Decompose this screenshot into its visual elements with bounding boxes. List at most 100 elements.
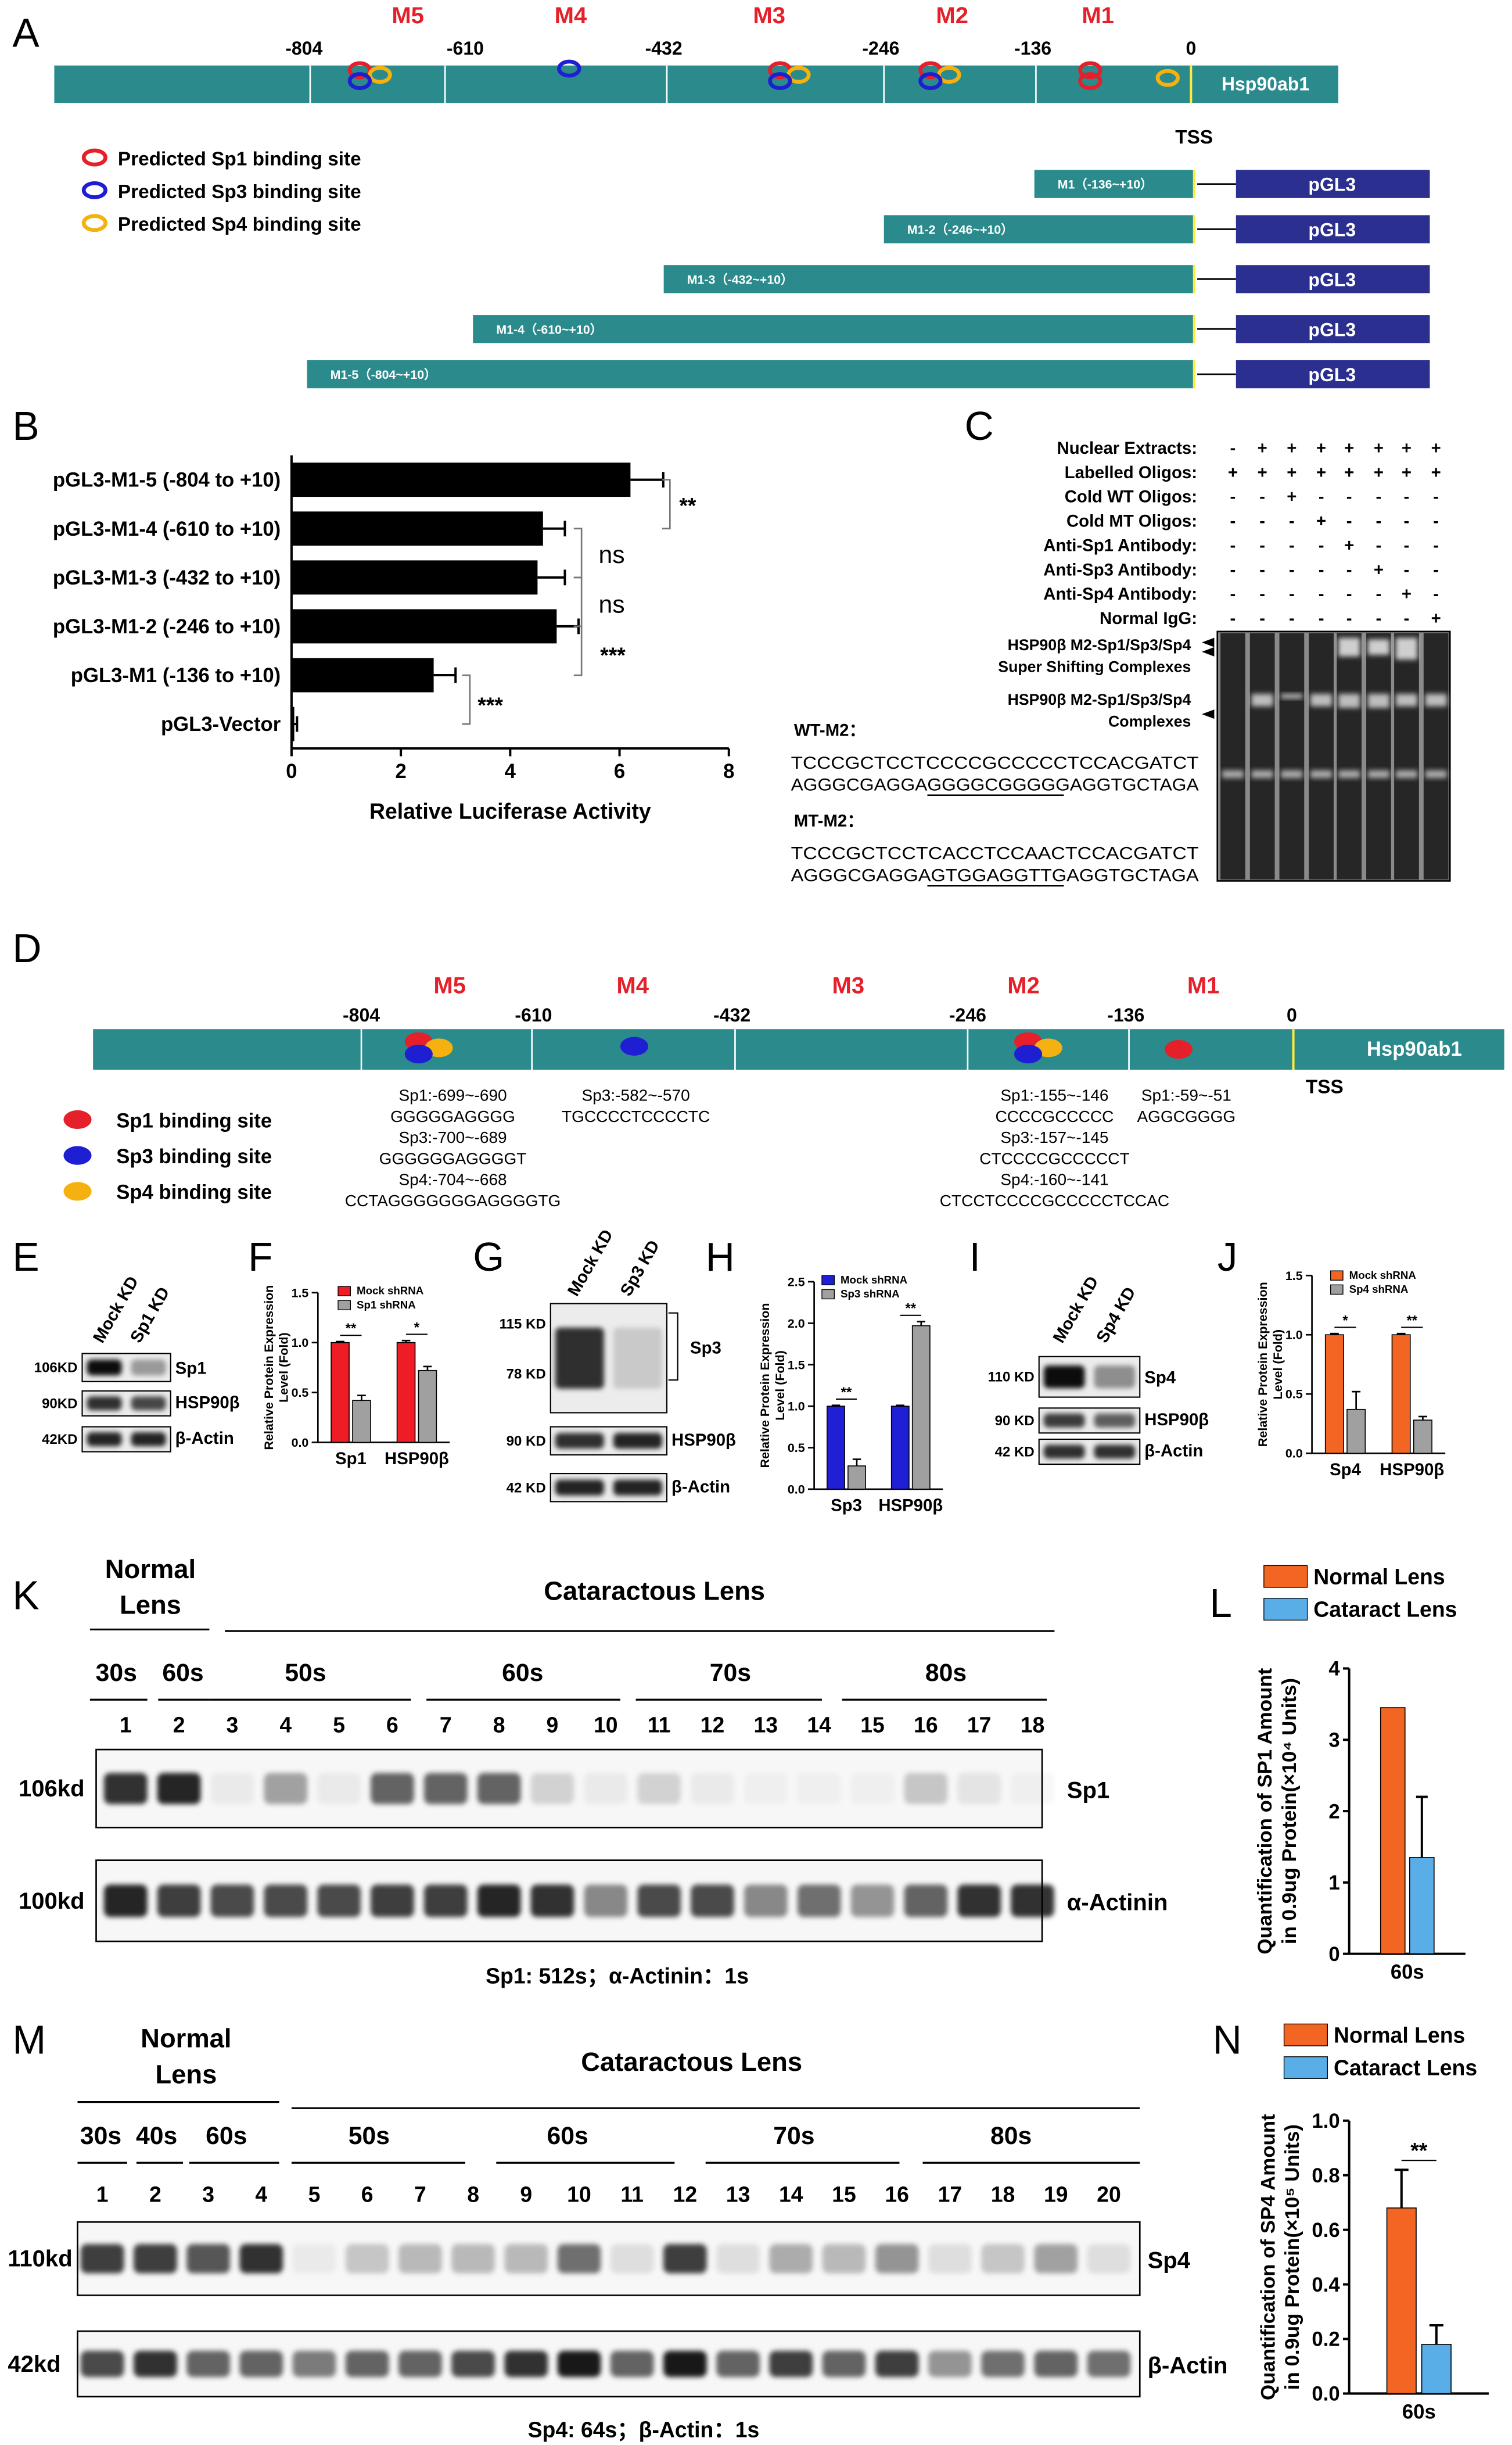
blot-band: [80, 2350, 124, 2377]
arrowhead: [1202, 637, 1215, 647]
gene-name: Hsp90ab1: [1367, 1038, 1462, 1060]
legend-label: Normal Lens: [1334, 2023, 1465, 2047]
size-label: 110kd: [8, 2246, 72, 2272]
condition-sign: -: [1376, 536, 1382, 555]
legend-swatch: [1330, 1284, 1344, 1295]
blot-band: [87, 1432, 122, 1447]
gene-bar: [54, 65, 1338, 103]
blot-band: [584, 1773, 628, 1805]
size-label: 42kd: [8, 2351, 60, 2377]
gel-lane: [1366, 633, 1391, 880]
site-annotation: CCTAGGGGGGGAGGGGTG: [345, 1192, 561, 1210]
bar: [911, 1325, 931, 1490]
site-marker: [620, 1037, 648, 1056]
blot-band: [87, 1396, 122, 1411]
panel-letter: H: [706, 1234, 735, 1279]
bar: [331, 1342, 350, 1443]
y-axis-label: Level (Fold): [773, 1350, 787, 1420]
blot-band: [981, 2350, 1025, 2377]
time-label: 60s: [206, 2122, 247, 2150]
site-annotation: TGCCCCTCCCCTC: [562, 1107, 710, 1125]
bar: [847, 1465, 866, 1490]
gene-name: Hsp90ab1: [1222, 74, 1309, 95]
legend-label: Predicted Sp1 binding site: [118, 148, 361, 170]
site-annotation: Sp1:-699~-690: [398, 1087, 507, 1105]
y-tick-label: 2.0: [788, 1317, 805, 1331]
lane-number: 15: [860, 1712, 885, 1737]
lane-number: 5: [333, 1712, 345, 1737]
protein-label: β-Actin: [671, 1477, 730, 1496]
x-tick-label: 6: [614, 761, 625, 783]
motif-label: M4: [616, 972, 649, 998]
blot-band: [103, 1884, 148, 1917]
panel-letter: K: [12, 1572, 39, 1618]
blot-band: [345, 2350, 389, 2377]
x-tick-label: HSP90β: [385, 1449, 449, 1468]
y-axis-label: Relative Protein Expression: [1256, 1282, 1270, 1447]
blot-band: [904, 1884, 948, 1917]
site-marker: [404, 1045, 433, 1064]
time-label: 70s: [773, 2122, 814, 2150]
arrowhead: [1202, 647, 1215, 657]
condition-sign: +: [1316, 463, 1326, 482]
y-tick-label: 0.5: [788, 1441, 805, 1455]
y-axis-label: Relative Protein Expression: [262, 1285, 276, 1450]
lane-number: 3: [227, 1712, 239, 1737]
size-label: 42KD: [42, 1432, 77, 1447]
condition-label: Cold WT Oligos:: [1065, 487, 1197, 507]
blot-band: [345, 2244, 389, 2274]
condition-sign: +: [1316, 439, 1326, 458]
condition-sign: -: [1289, 609, 1295, 628]
y-tick-label: 1.5: [292, 1286, 309, 1300]
lane-number: 6: [361, 2182, 373, 2206]
blot-band: [186, 2350, 230, 2377]
condition-label: Anti-Sp1 Antibody:: [1043, 536, 1197, 555]
legend-swatch: [337, 1286, 351, 1296]
construct-bar: [663, 265, 1194, 293]
legend-swatch: [1283, 2056, 1328, 2080]
lane-number: 16: [914, 1712, 938, 1737]
blot-band: [557, 2350, 601, 2377]
significance-bracket: [462, 674, 471, 725]
blot-band: [613, 1433, 662, 1449]
protein-label: Sp4: [1144, 1368, 1176, 1387]
blot-band: [157, 1773, 201, 1805]
condition-sign: -: [1433, 511, 1439, 530]
protein-label: Sp1: [175, 1358, 207, 1378]
panel-letter: L: [1209, 1580, 1232, 1626]
motif-label: M5: [392, 2, 424, 28]
size-label: 42 KD: [995, 1444, 1035, 1460]
position-label: -136: [1014, 38, 1051, 59]
condition-sign: +: [1258, 463, 1267, 482]
condition-sign: -: [1319, 560, 1324, 579]
lane-number: 18: [1021, 1712, 1045, 1737]
blot-band: [530, 1884, 574, 1917]
blot-band: [371, 1884, 414, 1917]
significance-label: ns: [599, 591, 625, 619]
bar: [890, 1406, 910, 1490]
protein-label: β-Actin: [175, 1429, 234, 1448]
position-label: -804: [285, 38, 322, 59]
site-marker: [368, 66, 392, 84]
legend-swatch: [1283, 2023, 1328, 2046]
size-label: 42 KD: [507, 1480, 546, 1496]
x-tick-label: 4: [505, 761, 516, 783]
y-tick-label: 1.0: [1312, 2110, 1339, 2132]
condition-sign: +: [1258, 439, 1267, 458]
vector-bar: [1236, 265, 1430, 293]
condition-sign: +: [1402, 439, 1412, 458]
blot-band: [557, 2244, 601, 2274]
legend-marker: [81, 181, 107, 199]
legend-marker: [63, 1110, 92, 1129]
lane-number: 13: [754, 1712, 778, 1737]
size-label: 106KD: [34, 1360, 78, 1376]
time-label: 50s: [349, 2122, 390, 2150]
blot-band: [613, 1327, 662, 1389]
condition-sign: -: [1230, 511, 1236, 530]
blot-band: [928, 2244, 972, 2274]
site-marker: [1078, 61, 1102, 80]
complex-label: HSP90β M2-Sp1/Sp3/Sp4: [1008, 691, 1191, 708]
legend-label: Cataract Lens: [1313, 1597, 1457, 1622]
time-label: 40s: [136, 2122, 177, 2150]
legend-label: Predicted Sp3 binding site: [118, 181, 361, 203]
